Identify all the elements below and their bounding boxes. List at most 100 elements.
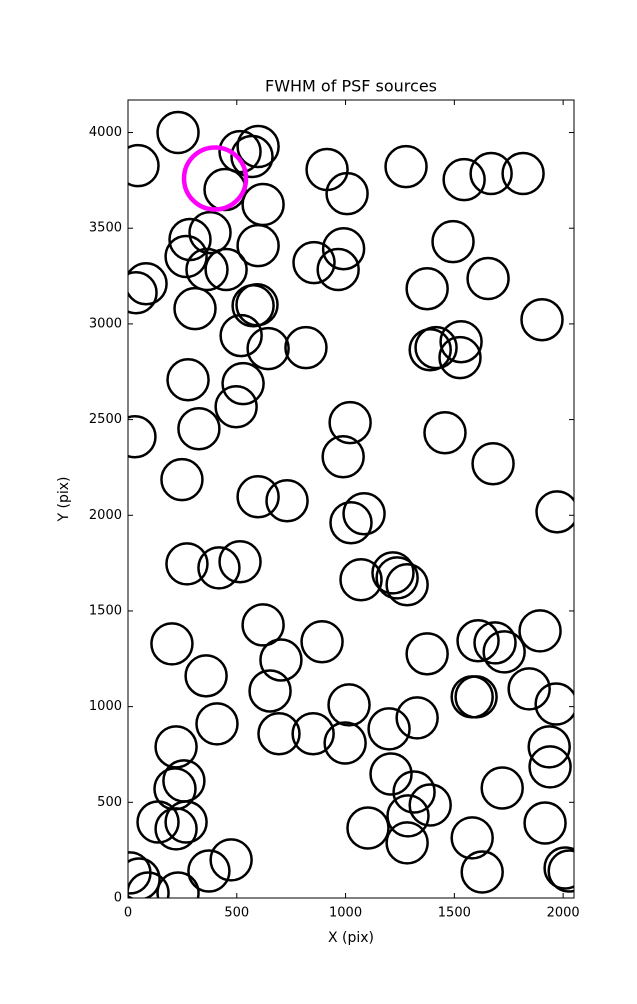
source-marker	[523, 801, 567, 845]
source-marker	[265, 478, 309, 523]
source-marker	[236, 124, 280, 169]
source-marker	[371, 551, 415, 595]
source-marker	[323, 721, 367, 765]
source-marker	[230, 134, 274, 179]
source-marker	[547, 849, 574, 893]
source-marker	[150, 622, 194, 666]
source-marker	[535, 490, 574, 534]
source-marker	[469, 151, 513, 196]
source-marker	[534, 682, 574, 726]
source-marker	[527, 725, 571, 769]
axes-frame	[127, 99, 575, 899]
source-marker	[214, 385, 258, 429]
source-marker	[367, 707, 411, 751]
source-marker	[257, 712, 301, 756]
source-marker	[219, 313, 263, 358]
source-marker	[209, 838, 253, 882]
source-marker	[235, 283, 279, 327]
source-marker	[316, 247, 360, 292]
source-marker	[128, 143, 160, 188]
source-marker	[414, 325, 458, 370]
source-marker	[325, 171, 369, 216]
plot-area	[128, 110, 574, 898]
source-marker	[221, 361, 265, 406]
source-marker	[292, 240, 336, 285]
y-tick-label: 1000	[89, 699, 122, 714]
source-marker	[456, 619, 500, 663]
y-tick-label: 0	[114, 891, 122, 906]
source-marker	[177, 407, 221, 451]
source-marker	[431, 219, 475, 264]
source-marker	[156, 871, 200, 898]
source-marker	[442, 157, 486, 202]
source-marker	[405, 632, 449, 676]
source-marker	[385, 562, 429, 607]
source-marker	[321, 434, 365, 479]
source-marker	[385, 821, 429, 865]
source-marker	[329, 500, 373, 545]
source-marker	[185, 247, 229, 292]
source-marker	[405, 266, 449, 311]
source-marker	[165, 542, 209, 586]
source-marker	[369, 752, 413, 796]
source-marker	[128, 857, 161, 898]
source-marker	[164, 800, 208, 844]
source-marker	[259, 638, 303, 682]
source-marker	[473, 621, 517, 665]
highlighted-source	[181, 145, 249, 212]
source-marker	[284, 325, 328, 370]
source-marker	[346, 806, 390, 850]
y-tick-label: 3000	[89, 316, 122, 331]
y-tick-label: 3500	[89, 221, 122, 236]
y-axis-label: Y (pix)	[56, 477, 72, 523]
source-marker	[339, 558, 383, 602]
source-marker	[164, 234, 208, 279]
source-marker	[154, 807, 198, 851]
y-tick-label: 2000	[89, 508, 122, 523]
source-marker	[248, 669, 292, 713]
source-marker	[482, 630, 526, 674]
source-marker	[471, 442, 515, 486]
source-marker	[528, 745, 572, 789]
source-marker	[384, 144, 428, 189]
source-marker	[520, 297, 564, 342]
source-marker	[460, 850, 504, 894]
source-marker	[128, 871, 170, 898]
x-axis-label: X (pix)	[328, 930, 374, 946]
source-marker	[300, 620, 344, 664]
source-marker	[128, 415, 157, 459]
source-marker	[321, 226, 366, 271]
source-marker	[195, 702, 239, 746]
source-marker	[438, 335, 482, 380]
source-marker	[328, 400, 372, 445]
source-marker	[518, 609, 562, 653]
source-marker	[466, 256, 510, 301]
source-marker	[392, 770, 436, 814]
source-marker	[439, 319, 483, 364]
source-marker	[480, 766, 524, 810]
x-tick-label: 2000	[547, 906, 580, 921]
x-tick-label: 1500	[438, 906, 471, 921]
y-tick-label: 4000	[89, 125, 122, 140]
source-marker	[375, 556, 419, 600]
source-marker	[543, 846, 574, 890]
y-tick-label: 1500	[89, 603, 122, 618]
source-marker	[395, 696, 439, 740]
chart-title: FWHM of PSF sources	[265, 77, 437, 96]
source-marker	[507, 667, 551, 711]
source-marker	[246, 326, 290, 371]
source-marker	[184, 654, 228, 698]
source-marker	[156, 110, 200, 155]
source-marker	[128, 270, 158, 315]
x-tick-label: 500	[224, 906, 249, 921]
source-marker	[197, 546, 241, 590]
source-marker	[160, 457, 204, 502]
source-marker	[166, 358, 210, 402]
x-tick-label: 0	[124, 906, 132, 921]
source-marker	[188, 210, 232, 255]
y-tick-label: 2500	[89, 412, 122, 427]
source-marker	[501, 151, 545, 196]
source-marker	[450, 816, 494, 860]
